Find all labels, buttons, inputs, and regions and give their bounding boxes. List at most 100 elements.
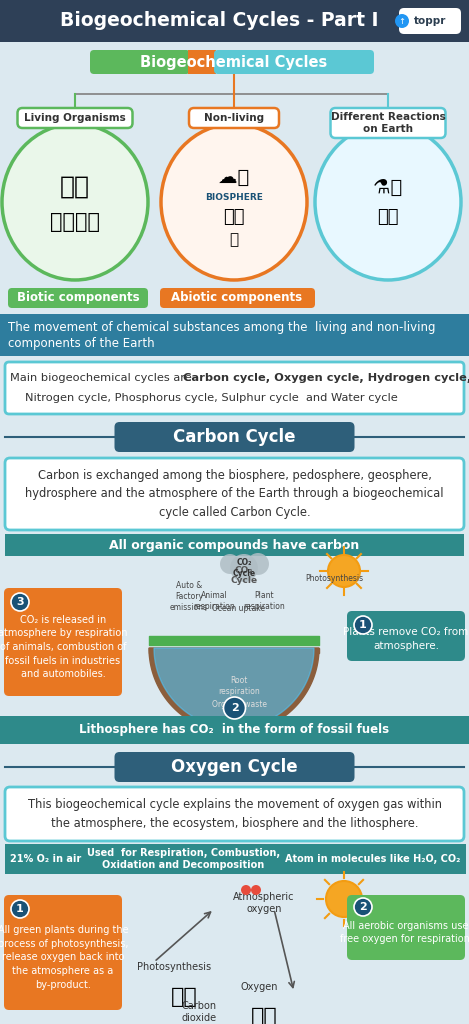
Circle shape [354, 898, 372, 916]
FancyBboxPatch shape [114, 422, 355, 452]
Text: Photosynthesis: Photosynthesis [305, 574, 363, 583]
Bar [0, 556, 469, 716]
FancyBboxPatch shape [5, 787, 464, 841]
Bar [5, 844, 87, 874]
Text: Plants remove CO₂ from
atmosphere.: Plants remove CO₂ from atmosphere. [343, 627, 469, 651]
Text: 3: 3 [16, 597, 24, 607]
Circle shape [220, 554, 240, 574]
Circle shape [11, 900, 29, 918]
Text: ☁️🌊: ☁️🌊 [219, 168, 250, 186]
Text: 1: 1 [16, 904, 24, 914]
FancyBboxPatch shape [8, 288, 148, 308]
Text: toppr: toppr [414, 16, 446, 26]
Text: All aerobic organisms use
free oxygen for respiration.: All aerobic organisms use free oxygen fo… [340, 921, 469, 944]
Text: 21% O₂ in air: 21% O₂ in air [10, 854, 82, 864]
Text: Oxygen: Oxygen [240, 982, 278, 992]
Text: Atom in molecules like H₂O, CO₂: Atom in molecules like H₂O, CO₂ [285, 854, 461, 864]
Text: Photosynthesis: Photosynthesis [137, 962, 211, 972]
Bar [188, 50, 216, 74]
Text: Carbon cycle, Oxygen cycle, Hydrogen cycle,: Carbon cycle, Oxygen cycle, Hydrogen cyc… [183, 373, 469, 383]
Bar [0, 0, 469, 42]
Circle shape [328, 555, 360, 587]
Text: Atmospheric
oxygen: Atmospheric oxygen [233, 892, 295, 914]
FancyBboxPatch shape [5, 362, 464, 414]
Text: 2: 2 [359, 902, 367, 912]
Text: Lithosphere has CO₂  in the form of fossil fuels: Lithosphere has CO₂ in the form of fossi… [79, 724, 390, 736]
Text: Carbon Cycle: Carbon Cycle [173, 428, 296, 446]
Ellipse shape [315, 124, 461, 280]
Circle shape [241, 885, 251, 895]
FancyBboxPatch shape [160, 288, 315, 308]
FancyBboxPatch shape [4, 588, 122, 696]
Text: 🌲🌳: 🌲🌳 [171, 987, 197, 1007]
Bar [0, 716, 469, 744]
Text: Biogeochemical Cycles - Part I: Biogeochemical Cycles - Part I [60, 11, 379, 31]
FancyBboxPatch shape [90, 50, 190, 74]
Circle shape [230, 554, 258, 582]
FancyBboxPatch shape [347, 611, 465, 662]
Bar [0, 874, 469, 1024]
Bar [5, 534, 464, 556]
Polygon shape [149, 648, 319, 733]
Text: components of the Earth: components of the Earth [8, 337, 155, 349]
Text: Abiotic components: Abiotic components [172, 292, 303, 304]
Ellipse shape [2, 124, 148, 280]
Text: 🐪👨‍👩‍👧: 🐪👨‍👩‍👧 [50, 212, 100, 232]
FancyBboxPatch shape [214, 50, 374, 74]
Text: 🪨: 🪨 [229, 232, 239, 248]
Text: Biotic components: Biotic components [17, 292, 139, 304]
Text: Plant
respiration: Plant respiration [243, 591, 285, 611]
Text: ⚗️💧: ⚗️💧 [373, 177, 402, 197]
Text: ↑: ↑ [399, 16, 406, 26]
Text: Oxygen Cycle: Oxygen Cycle [171, 758, 298, 776]
Text: 1: 1 [359, 620, 367, 630]
Polygon shape [154, 648, 314, 728]
Text: 🌋🌊: 🌋🌊 [377, 208, 399, 226]
FancyBboxPatch shape [347, 895, 465, 961]
Text: Animal
respiration: Animal respiration [193, 591, 235, 611]
Text: 🐄🐎: 🐄🐎 [250, 1007, 277, 1024]
Bar [0, 314, 469, 356]
Circle shape [395, 14, 409, 28]
Text: 🌲🌍: 🌲🌍 [223, 208, 245, 226]
Text: Used  for Respiration, Combustion,
Oxidation and Decomposition: Used for Respiration, Combustion, Oxidat… [87, 848, 280, 870]
Text: Main biogeochemical cycles are: Main biogeochemical cycles are [10, 373, 196, 383]
Text: Root
respiration: Root respiration [218, 676, 260, 696]
Text: Ocean uptake: Ocean uptake [212, 604, 265, 613]
Text: Biogeochemical Cycles: Biogeochemical Cycles [140, 54, 328, 70]
Polygon shape [149, 648, 319, 653]
Text: 🌿🐦: 🌿🐦 [60, 175, 90, 199]
Bar [87, 844, 280, 874]
Text: Carbon is exchanged among the biosphere, pedosphere, geosphere,
hydrosphere and : Carbon is exchanged among the biosphere,… [25, 469, 444, 519]
Text: CO₂ is released in
atmosphere by respiration
of animals, combustion of
fossil fu: CO₂ is released in atmosphere by respira… [0, 614, 128, 679]
FancyBboxPatch shape [114, 752, 355, 782]
Text: This biogeochemical cycle explains the movement of oxygen gas within
the atmosph: This biogeochemical cycle explains the m… [28, 799, 441, 829]
Text: All green plants during the
process of photosynthesis,
release oxygen back into
: All green plants during the process of p… [0, 926, 129, 990]
FancyBboxPatch shape [4, 895, 122, 1010]
Text: The movement of chemical substances among the  living and non-living: The movement of chemical substances amon… [8, 321, 436, 334]
Text: Organic waste: Organic waste [212, 700, 266, 709]
Text: Auto &
Factory
emissions: Auto & Factory emissions [170, 581, 208, 612]
Circle shape [224, 697, 245, 719]
Circle shape [251, 885, 261, 895]
Text: CO₂
Cycle: CO₂ Cycle [230, 566, 257, 586]
Bar [280, 844, 466, 874]
Text: BIOSPHERE: BIOSPHERE [205, 193, 263, 202]
Circle shape [11, 593, 29, 611]
Ellipse shape [161, 124, 307, 280]
Text: Non-living: Non-living [204, 113, 264, 123]
FancyBboxPatch shape [399, 8, 461, 34]
Circle shape [354, 616, 372, 634]
Text: Carbon
dioxide: Carbon dioxide [182, 1000, 217, 1023]
Text: Nitrogen cycle, Phosphorus cycle, Sulphur cycle  and Water cycle: Nitrogen cycle, Phosphorus cycle, Sulphu… [25, 393, 398, 403]
Text: Living Organisms: Living Organisms [24, 113, 126, 123]
Circle shape [247, 553, 269, 575]
Text: Different Reactions
on Earth: Different Reactions on Earth [331, 112, 446, 134]
Text: 2: 2 [231, 703, 238, 713]
FancyBboxPatch shape [189, 108, 279, 128]
Circle shape [326, 881, 362, 918]
Text: CO₂
Cycle: CO₂ Cycle [233, 558, 256, 578]
FancyBboxPatch shape [5, 458, 464, 530]
FancyBboxPatch shape [17, 108, 133, 128]
Text: All organic compounds have carbon: All organic compounds have carbon [109, 539, 360, 552]
